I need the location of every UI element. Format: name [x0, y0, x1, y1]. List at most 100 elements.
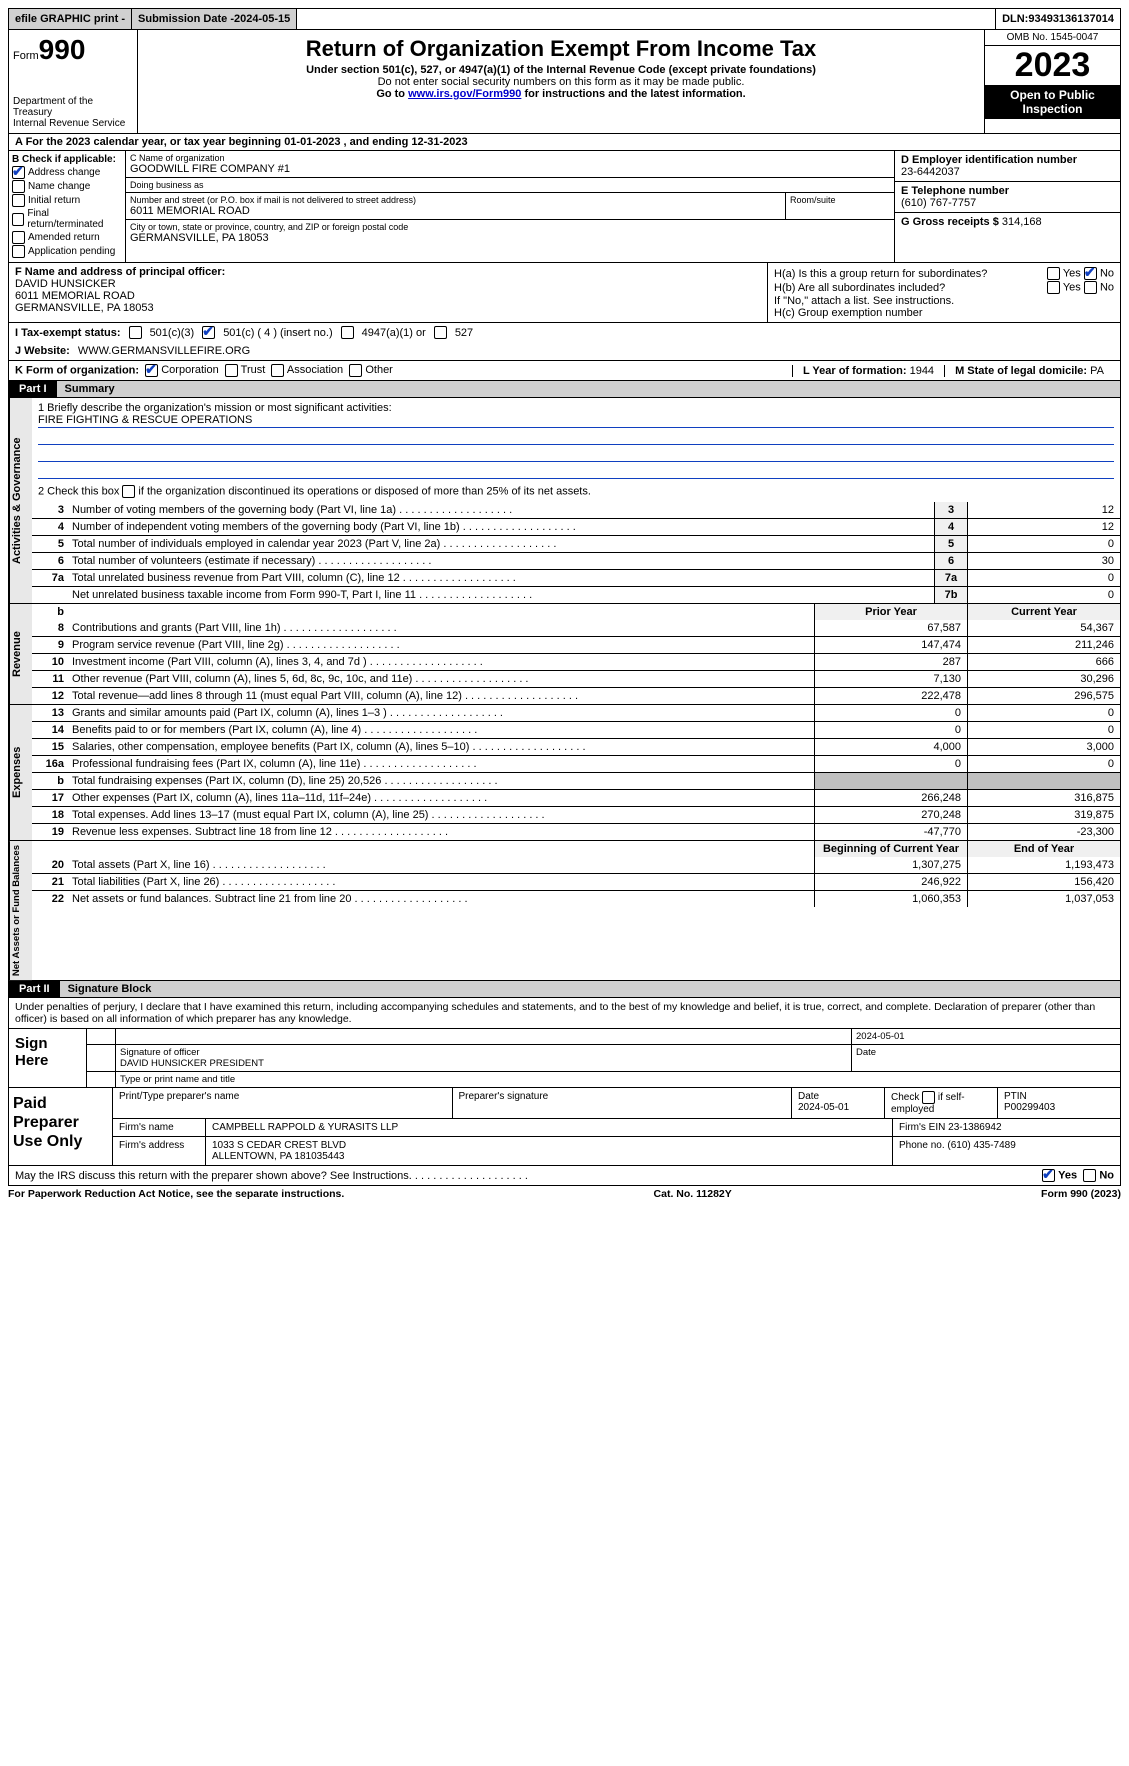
perjury-statement: Under penalties of perjury, I declare th…	[9, 998, 1120, 1028]
year-formation: 1944	[910, 365, 934, 377]
gov-line-7b: Net unrelated business taxable income fr…	[32, 586, 1120, 603]
line-21: 21 Total liabilities (Part X, line 26) 2…	[32, 873, 1120, 890]
ha-no-checkbox	[1084, 267, 1097, 280]
street-address: 6011 MEMORIAL ROAD	[130, 205, 781, 217]
boxb-opt-0-label: Address change	[28, 167, 100, 178]
public-inspection: Open to Public Inspection	[985, 85, 1120, 119]
rowk-opt-3-checkbox	[349, 364, 362, 377]
row-j: J Website: WWW.GERMANSVILLEFIRE.ORG	[8, 342, 1121, 361]
section-bcdeg: B Check if applicable: Address changeNam…	[8, 151, 1121, 263]
gov-line-6: 6 Total number of volunteers (estimate i…	[32, 552, 1120, 569]
boxb-opt-5-checkbox	[12, 245, 25, 258]
line-19: 19 Revenue less expenses. Subtract line …	[32, 823, 1120, 840]
discuss-row: May the IRS discuss this return with the…	[8, 1166, 1121, 1186]
prep-date: 2024-05-01	[798, 1102, 849, 1113]
efile-label: efile GRAPHIC print -	[9, 9, 132, 29]
box-c: C Name of organization GOODWILL FIRE COM…	[126, 151, 894, 262]
row-i: I Tax-exempt status: 501(c)(3) 501(c) ( …	[8, 323, 1121, 342]
discontinued-checkbox	[122, 485, 135, 498]
firm-name: CAMPBELL RAPPOLD & YURASITS LLP	[206, 1119, 893, 1136]
boxb-opt-5-label: Application pending	[28, 246, 115, 257]
hb-no-checkbox	[1084, 281, 1097, 294]
boxb-opt-3-checkbox	[12, 213, 24, 226]
submission-date: Submission Date - 2024-05-15	[132, 9, 297, 29]
gov-line-7a: 7a Total unrelated business revenue from…	[32, 569, 1120, 586]
line-10: 10 Investment income (Part VIII, column …	[32, 653, 1120, 670]
spacer	[297, 9, 996, 29]
box-deg: D Employer identification number 23-6442…	[894, 151, 1120, 262]
boxb-opt-1-checkbox	[12, 180, 25, 193]
gov-line-4: 4 Number of independent voting members o…	[32, 518, 1120, 535]
ha-yes-checkbox	[1047, 267, 1060, 280]
ein: 23-6442037	[901, 166, 1114, 178]
line-18: 18 Total expenses. Add lines 13–17 (must…	[32, 806, 1120, 823]
line-8: 8 Contributions and grants (Part VIII, l…	[32, 620, 1120, 636]
top-bar: efile GRAPHIC print - Submission Date - …	[8, 8, 1121, 30]
line-17: 17 Other expenses (Part IX, column (A), …	[32, 789, 1120, 806]
boxb-opt-1-label: Name change	[28, 181, 90, 192]
irs-link[interactable]: www.irs.gov/Form990	[408, 88, 521, 100]
i-501c-checkbox	[202, 326, 215, 339]
subtitle: Under section 501(c), 527, or 4947(a)(1)…	[142, 64, 980, 76]
activities-governance: Activities & Governance 1 Briefly descri…	[8, 398, 1121, 604]
row-klm: K Form of organization: Corporation Trus…	[8, 361, 1121, 381]
boxb-opt-3-label: Final return/terminated	[27, 208, 122, 230]
form-header: Form990 Department of the Treasury Inter…	[8, 30, 1121, 134]
officer-signature: DAVID HUNSICKER PRESIDENT	[120, 1058, 847, 1069]
firm-phone: (610) 435-7489	[947, 1140, 1015, 1151]
line-22: 22 Net assets or fund balances. Subtract…	[32, 890, 1120, 907]
line-12: 12 Total revenue—add lines 8 through 11 …	[32, 687, 1120, 704]
footer: For Paperwork Reduction Act Notice, see …	[8, 1186, 1121, 1202]
rowk-opt-2-checkbox	[271, 364, 284, 377]
box-b: B Check if applicable: Address changeNam…	[9, 151, 126, 262]
line-b: b Total fundraising expenses (Part IX, c…	[32, 772, 1120, 789]
line-11: 11 Other revenue (Part VIII, column (A),…	[32, 670, 1120, 687]
title-box: Return of Organization Exempt From Incom…	[138, 30, 984, 133]
box-h: H(a) Is this a group return for subordin…	[768, 263, 1120, 322]
ssn-warning: Do not enter social security numbers on …	[142, 76, 980, 88]
mission-text: FIRE FIGHTING & RESCUE OPERATIONS	[38, 414, 1114, 428]
gov-line-3: 3 Number of voting members of the govern…	[32, 502, 1120, 518]
firm-addr2: ALLENTOWN, PA 181035443	[212, 1151, 886, 1162]
line-14: 14 Benefits paid to or for members (Part…	[32, 721, 1120, 738]
firm-ein: 23-1386942	[948, 1122, 1001, 1133]
row-a-taxyear: A For the 2023 calendar year, or tax yea…	[8, 134, 1121, 151]
boxb-opt-2-label: Initial return	[28, 195, 80, 206]
section-fh: F Name and address of principal officer:…	[8, 263, 1121, 323]
dln: DLN: 93493136137014	[996, 9, 1120, 29]
line-15: 15 Salaries, other compensation, employe…	[32, 738, 1120, 755]
signature-block: Under penalties of perjury, I declare th…	[8, 998, 1121, 1088]
revenue-section: Revenue b Prior Year Current Year 8 Cont…	[8, 604, 1121, 705]
i-501c3-checkbox	[129, 326, 142, 339]
website: WWW.GERMANSVILLEFIRE.ORG	[78, 345, 250, 357]
self-employed-checkbox	[922, 1091, 935, 1104]
dept-label: Department of the Treasury Internal Reve…	[13, 96, 133, 129]
expenses-section: Expenses 13 Grants and similar amounts p…	[8, 705, 1121, 841]
org-name: GOODWILL FIRE COMPANY #1	[130, 163, 890, 175]
paid-preparer: Paid Preparer Use Only Print/Type prepar…	[8, 1088, 1121, 1166]
firm-addr1: 1033 S CEDAR CREST BLVD	[212, 1140, 886, 1151]
part1-header: Part I Summary	[8, 381, 1121, 398]
part2-header: Part II Signature Block	[8, 981, 1121, 998]
ptin: P00299403	[1004, 1102, 1055, 1113]
tax-year: 2023	[985, 46, 1120, 85]
box-f: F Name and address of principal officer:…	[9, 263, 768, 322]
boxb-opt-2-checkbox	[12, 194, 25, 207]
officer-name: DAVID HUNSICKER	[15, 278, 761, 290]
line-13: 13 Grants and similar amounts paid (Part…	[32, 705, 1120, 721]
rowk-opt-0-checkbox	[145, 364, 158, 377]
gross-receipts: 314,168	[1002, 216, 1042, 228]
omb: OMB No. 1545-0047	[985, 30, 1120, 46]
form-id-box: Form990 Department of the Treasury Inter…	[9, 30, 138, 133]
form-title: Return of Organization Exempt From Incom…	[142, 36, 980, 62]
state-domicile: PA	[1090, 365, 1104, 377]
boxb-opt-0-checkbox	[12, 166, 25, 179]
boxb-opt-4-label: Amended return	[28, 232, 100, 243]
boxb-opt-4-checkbox	[12, 231, 25, 244]
city-state-zip: GERMANSVILLE, PA 18053	[130, 232, 890, 244]
discuss-no-checkbox	[1083, 1169, 1096, 1182]
line-16a: 16a Professional fundraising fees (Part …	[32, 755, 1120, 772]
line-20: 20 Total assets (Part X, line 16) 1,307,…	[32, 857, 1120, 873]
goto-line: Go to www.irs.gov/Form990 for instructio…	[142, 88, 980, 100]
rowk-opt-1-checkbox	[225, 364, 238, 377]
